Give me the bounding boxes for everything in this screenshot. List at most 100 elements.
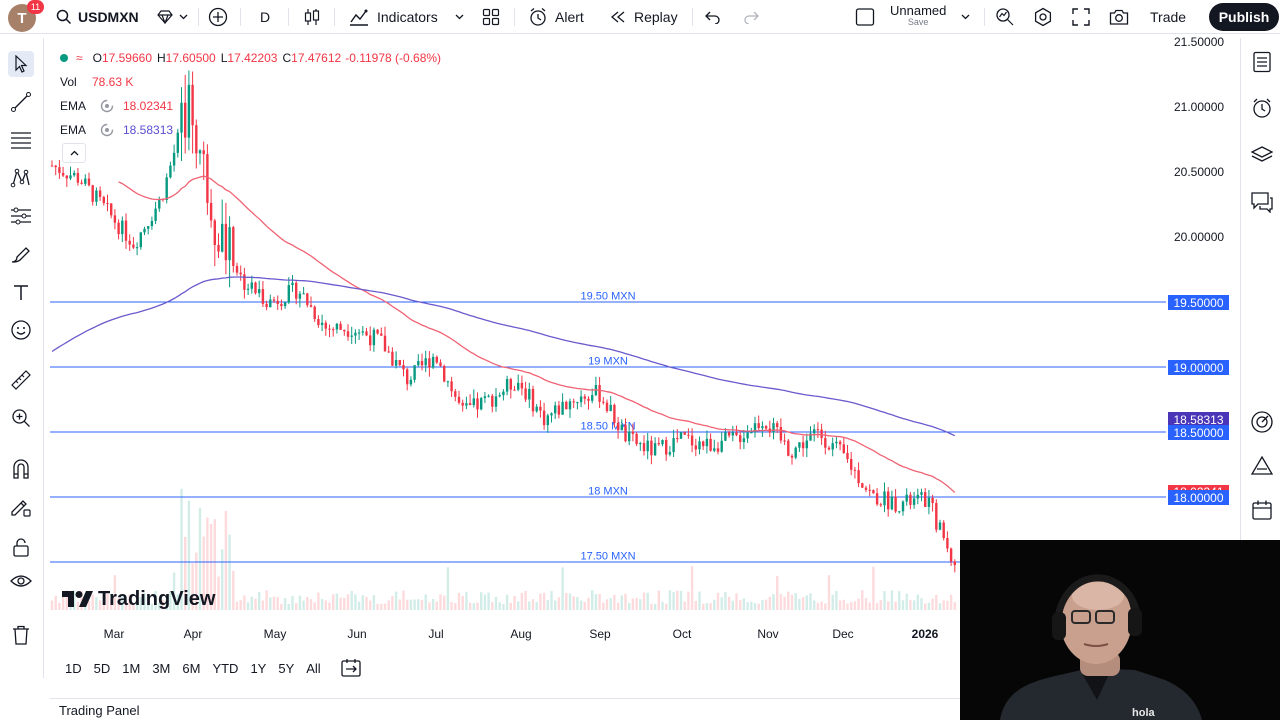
market-status-dot: [60, 54, 68, 62]
range-button[interactable]: 6M: [182, 660, 201, 676]
emoji-tool[interactable]: [8, 317, 34, 343]
watchlist-button[interactable]: [1249, 49, 1275, 75]
ideas-button[interactable]: [1249, 409, 1275, 435]
change-value: -0.11978 (-0.68%): [345, 51, 442, 65]
wave-icon: ≈: [76, 51, 83, 65]
trend-line-tool[interactable]: [8, 89, 34, 115]
ema-slow-row[interactable]: EMA 18.58313: [60, 118, 441, 142]
cursor-tool[interactable]: [8, 51, 34, 77]
legend-collapse-button[interactable]: [62, 143, 86, 163]
add-circle-icon: [208, 7, 228, 27]
symbol-menu[interactable]: [157, 0, 188, 34]
top-toolbar: T 11 USDMXN D Indicators Alert Replay: [0, 0, 1280, 34]
remove-drawings-tool[interactable]: [8, 622, 34, 648]
loading-icon: [100, 99, 114, 113]
price-chart[interactable]: 19.50 MXN 19 MXN 18.50 MXN 18 MXN 17.50 MXN: [50, 38, 1238, 648]
open-label: O: [92, 51, 102, 65]
time-axis[interactable]: Mar Apr May Jun Jul Aug Sep Oct Nov Dec 2026: [50, 624, 1166, 644]
alerts-panel-button[interactable]: [1249, 95, 1275, 121]
tv-logo-icon: [62, 591, 93, 607]
signals-button[interactable]: [1249, 453, 1275, 479]
range-button[interactable]: 5Y: [278, 660, 295, 676]
square-icon: [855, 8, 875, 26]
drawing-toolbar: [0, 38, 44, 678]
quick-search-button[interactable]: [995, 0, 1015, 34]
range-button[interactable]: 1M: [122, 660, 141, 676]
redo-button[interactable]: [743, 0, 759, 34]
replay-button[interactable]: Replay: [610, 0, 678, 34]
open-value: 17.59660: [101, 51, 152, 65]
ohlc-row: ≈ O 17.59660 H 17.60500 L 17.42203 C 17.4761…: [60, 46, 441, 70]
goto-date-icon[interactable]: [340, 657, 362, 679]
range-button[interactable]: 5D: [93, 660, 111, 676]
alarm-clock-icon: [530, 8, 546, 26]
indicators-button[interactable]: Indicators: [349, 0, 438, 34]
price-tick: 20.50000: [1174, 165, 1225, 179]
chart-type-button[interactable]: [303, 0, 321, 34]
calendar-button[interactable]: [1249, 497, 1275, 523]
range-button[interactable]: 1D: [65, 660, 82, 676]
ema-fast-line[interactable]: [118, 175, 956, 493]
chevron-up-icon: [70, 150, 78, 156]
prediction-tool[interactable]: [8, 203, 34, 229]
time-tick: Jul: [428, 627, 444, 641]
brand-text: TradingView: [98, 587, 216, 610]
close-value: 17.47612: [291, 51, 342, 65]
undo-button[interactable]: [705, 0, 721, 34]
magnet-icon: [13, 459, 29, 479]
horizontal-lines-tool[interactable]: [8, 127, 34, 153]
candles: [50, 70, 956, 573]
ruler-icon: [11, 370, 31, 390]
interval-button[interactable]: D: [260, 0, 270, 34]
hide-drawings-tool[interactable]: [8, 568, 34, 594]
brush-tool[interactable]: [8, 241, 34, 267]
high-value: 17.60500: [165, 51, 216, 65]
symbol-search[interactable]: USDMXN: [56, 0, 139, 34]
notification-badge: 11: [27, 0, 44, 14]
trading-panel-label: Trading Panel: [59, 703, 140, 718]
range-button[interactable]: 3M: [152, 660, 171, 676]
volume-label: Vol: [60, 75, 77, 89]
zoom-tool[interactable]: [8, 405, 34, 431]
pattern-tool[interactable]: [8, 165, 34, 191]
price-axis[interactable]: 21.50000 21.00000 20.50000 20.00000 19.50000…: [1166, 35, 1238, 638]
ema-slow-line[interactable]: [51, 276, 956, 437]
tradingview-logo: TradingView: [62, 586, 215, 612]
templates-button[interactable]: [482, 0, 500, 34]
ema-slow-label: EMA: [60, 123, 87, 137]
candles-icon: [304, 9, 320, 25]
measure-tool[interactable]: [8, 367, 34, 393]
snapshot-button[interactable]: [1109, 0, 1129, 34]
interval-label: D: [260, 9, 271, 25]
volume-row[interactable]: Vol 78.63 K: [60, 70, 441, 94]
alert-button[interactable]: Alert: [528, 0, 584, 34]
range-button[interactable]: 1Y: [250, 660, 267, 676]
magnet-tool[interactable]: [8, 456, 34, 482]
publish-button[interactable]: Publish: [1209, 3, 1279, 31]
level-label: 19.50 MXN: [580, 291, 635, 303]
trading-panel-tab[interactable]: Trading Panel: [50, 698, 1238, 720]
layout-name[interactable]: Unnamed Save: [890, 3, 946, 27]
range-button[interactable]: All: [306, 660, 321, 676]
gear-icon: [1034, 7, 1052, 27]
ema-fast-row[interactable]: EMA 18.02341: [60, 94, 441, 118]
text-icon: [14, 285, 28, 300]
settings-button[interactable]: [1033, 0, 1053, 34]
compare-add-button[interactable]: [208, 0, 228, 34]
forecast-icon: [11, 207, 31, 225]
lock-drawings-tool[interactable]: [8, 534, 34, 560]
object-tree-button[interactable]: [1249, 142, 1275, 168]
chats-button[interactable]: [1249, 189, 1275, 215]
layout-checkbox[interactable]: [855, 0, 875, 34]
triangle-icon: [1250, 455, 1274, 475]
indicators-menu-button[interactable]: [455, 0, 464, 34]
trade-button[interactable]: Trade: [1150, 9, 1187, 25]
price-label: 18.00000: [1168, 490, 1229, 505]
drawing-mode-tool[interactable]: [8, 494, 34, 520]
cursor-arrow-icon: [15, 55, 28, 73]
text-tool[interactable]: [8, 279, 34, 305]
ema-fast-value: 18.02341: [123, 99, 174, 113]
layout-menu-button[interactable]: [961, 0, 970, 34]
range-button[interactable]: YTD: [212, 660, 239, 676]
fullscreen-button[interactable]: [1072, 0, 1090, 34]
